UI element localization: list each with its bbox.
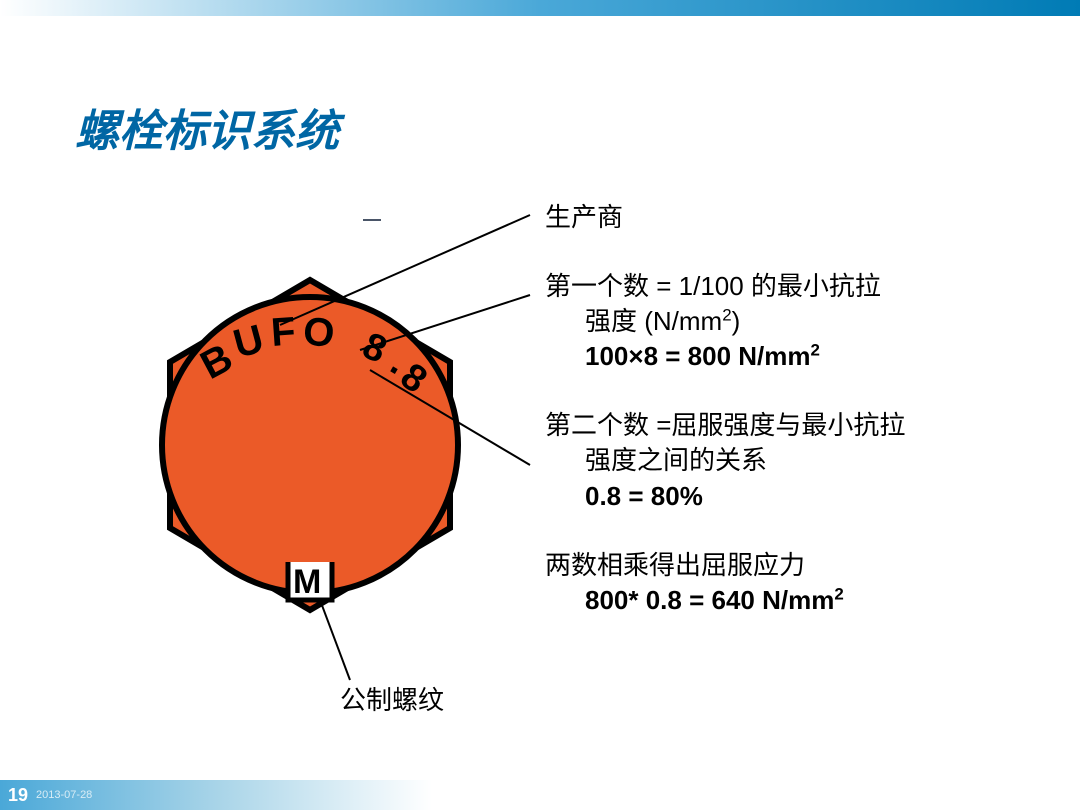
first-num-line1: 第一个数 = 1/100 的最小抗拉 xyxy=(545,269,1055,304)
page-title: 螺栓标识系统 xyxy=(75,95,339,159)
metric-label: 公制螺纹 xyxy=(340,680,444,717)
callout-lines xyxy=(60,200,580,740)
third-line: 两数相乘得出屈服应力 xyxy=(545,548,1055,583)
page-number: 19 xyxy=(8,785,28,806)
footer-bar: 19 2013-07-28 xyxy=(0,780,1080,810)
top-gradient-bar xyxy=(0,0,1080,16)
second-num-line2: 强度之间的关系 xyxy=(545,443,1055,478)
first-num-line2: 强度 (N/mm2) xyxy=(545,304,1055,339)
manufacturer-label: 生产商 xyxy=(545,200,1055,235)
second-num-line1: 第二个数 =屈服强度与最小抗拉 xyxy=(545,408,1055,443)
third-calc: 800* 0.8 = 640 N/mm2 xyxy=(545,583,1055,618)
footer-date: 2013-07-28 xyxy=(36,789,92,801)
explanation-text: 生产商 第一个数 = 1/100 的最小抗拉 强度 (N/mm2) 100×8 … xyxy=(545,200,1055,652)
first-calc: 100×8 = 800 N/mm2 xyxy=(545,339,1055,374)
second-calc: 0.8 = 80% xyxy=(545,479,1055,514)
bolt-diagram: B U F O 8 . 8 M 公制螺纹 xyxy=(60,200,520,740)
